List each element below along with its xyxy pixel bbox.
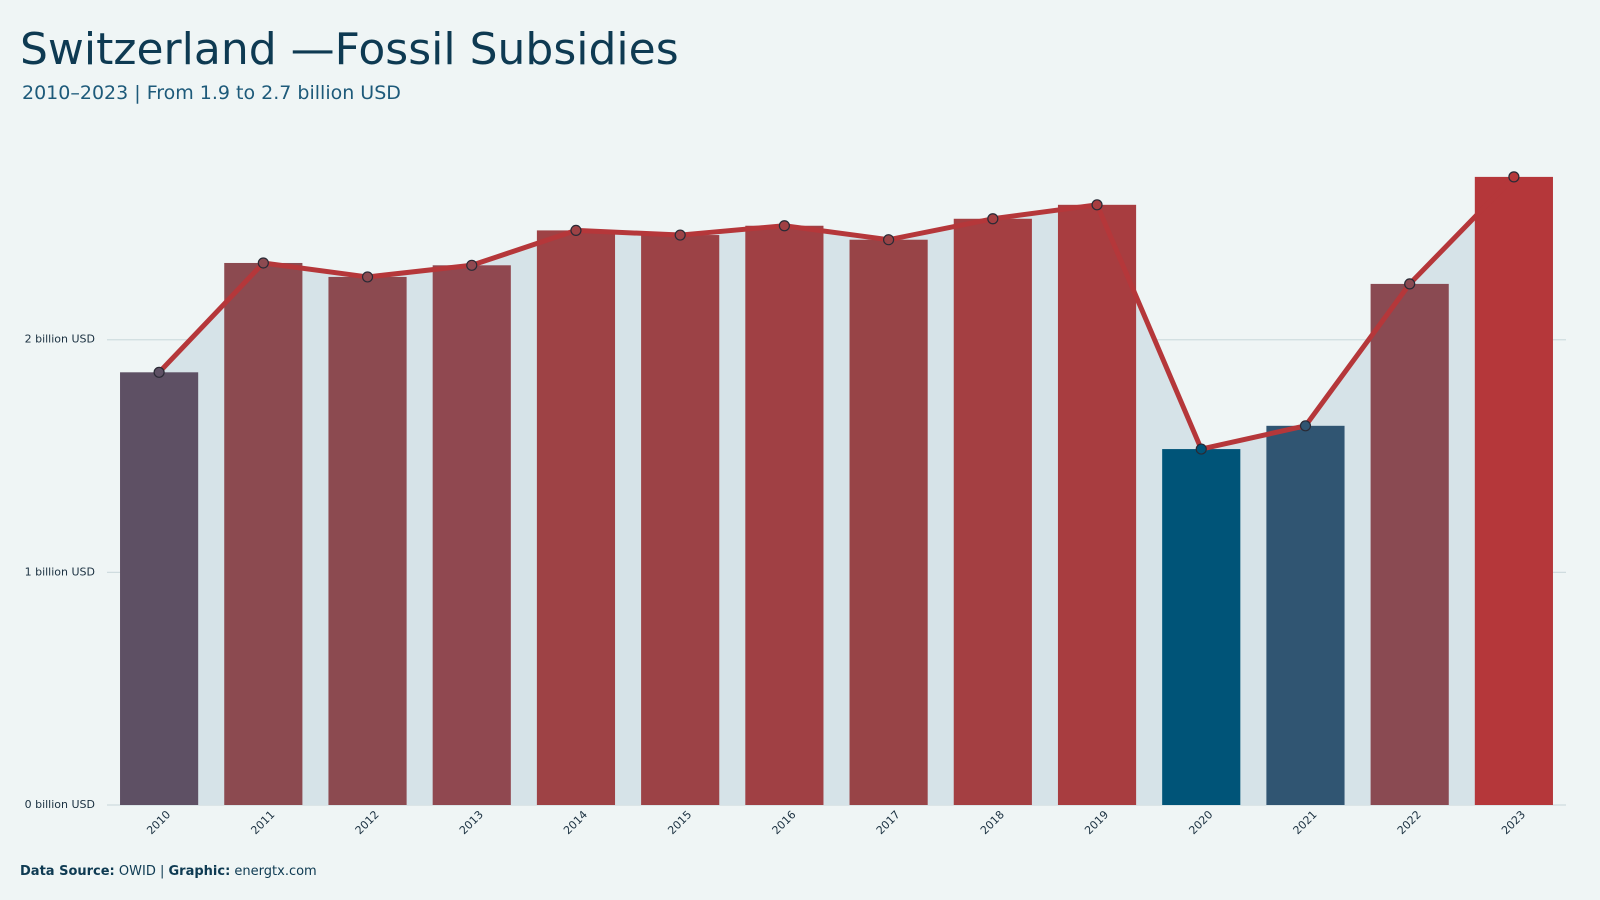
bar xyxy=(745,225,824,805)
bar xyxy=(641,235,720,806)
point xyxy=(570,224,582,236)
bar xyxy=(1266,425,1345,805)
x-tick-label: 2019 xyxy=(1082,808,1111,837)
x-tick-label: 2014 xyxy=(561,808,590,837)
x-tick-label: 2013 xyxy=(457,808,486,837)
bar xyxy=(1162,449,1241,805)
footer-graphic: energtx.com xyxy=(234,864,316,879)
x-tick-label: 2017 xyxy=(874,808,903,837)
x-tick-label: 2021 xyxy=(1291,808,1320,837)
point xyxy=(1299,420,1312,432)
footer: Data Source: OWID | Graphic: energtx.com xyxy=(20,864,317,879)
chart-title: Switzerland —Fossil Subsidies xyxy=(20,24,679,75)
line xyxy=(157,175,1516,452)
bar xyxy=(1474,176,1553,806)
bar xyxy=(849,239,928,805)
bar xyxy=(432,265,511,805)
point xyxy=(1091,199,1103,211)
x-tick-label: 2011 xyxy=(248,808,277,837)
x-tick-label: 2015 xyxy=(665,808,694,837)
bar xyxy=(328,276,407,805)
point xyxy=(883,234,895,246)
y-tick-label: 1 billion USD xyxy=(25,565,95,578)
y-tick-label: 0 billion USD xyxy=(25,798,95,811)
bar xyxy=(536,230,616,805)
x-tick-label: 2022 xyxy=(1395,808,1424,837)
point xyxy=(1195,443,1207,455)
footer-source: OWID | xyxy=(119,864,164,879)
point xyxy=(466,259,478,271)
footer-graphic-label: Graphic: xyxy=(169,864,231,879)
point xyxy=(674,229,686,241)
bar xyxy=(120,372,199,805)
x-tick-label: 2023 xyxy=(1499,808,1528,837)
y-tick-label: 2 billion USD xyxy=(25,333,95,346)
point xyxy=(257,257,269,269)
bar xyxy=(953,218,1032,805)
x-tick-label: 2020 xyxy=(1186,808,1215,837)
chart-subtitle: 2010–2023 | From 1.9 to 2.7 billion USD xyxy=(22,82,401,104)
bar xyxy=(1057,204,1137,805)
bar xyxy=(1370,283,1449,805)
point xyxy=(778,220,790,232)
x-tick-label: 2010 xyxy=(144,808,173,837)
point xyxy=(1404,278,1416,290)
point xyxy=(153,366,165,378)
point xyxy=(987,213,999,225)
bar xyxy=(224,262,303,806)
x-tick-label: 2012 xyxy=(353,808,382,837)
point xyxy=(361,271,374,283)
footer-source-label: Data Source: xyxy=(20,864,115,879)
x-tick-label: 2018 xyxy=(978,808,1007,837)
point xyxy=(1508,171,1520,183)
x-tick-label: 2016 xyxy=(770,808,799,837)
